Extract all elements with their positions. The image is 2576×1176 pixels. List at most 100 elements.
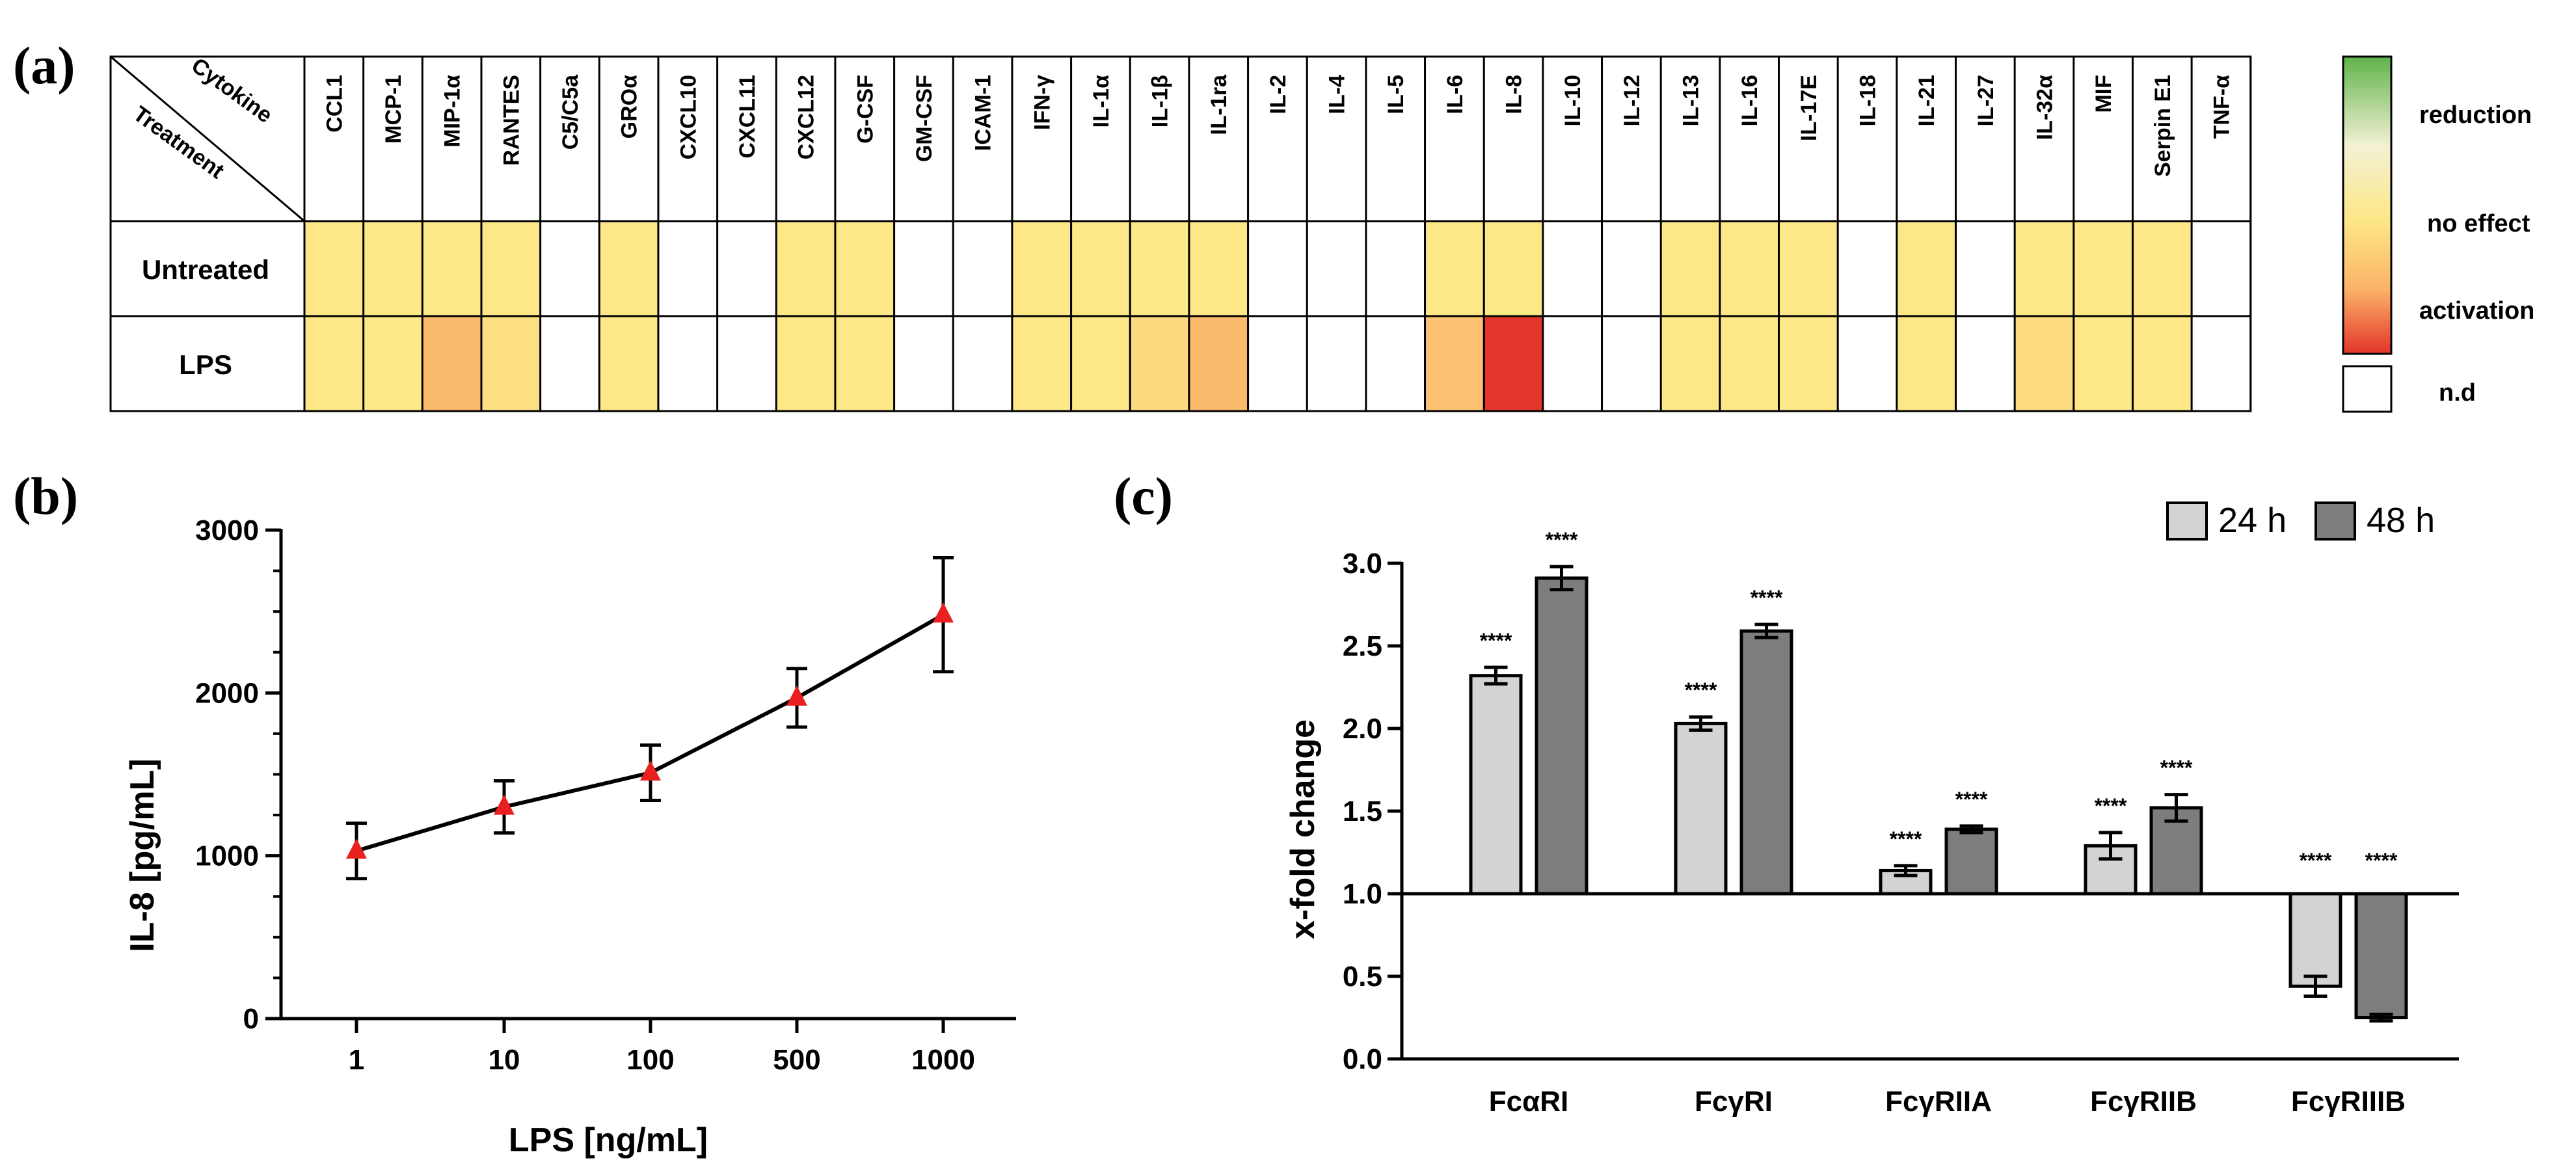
panel-b-letter: (b): [13, 466, 78, 526]
heatmap-column-headers: CCL1 MCP-1 MIP-1α RANTES C5/C5a GROα CXCL10 CXC…: [322, 74, 2234, 177]
heatmap-cell-lps-9: [835, 316, 894, 411]
bar-category-label-0: FcαRI: [1489, 1086, 1568, 1117]
line-series: [356, 613, 945, 853]
heatmap-cell-lps-30: [2073, 316, 2133, 411]
heatmap-cell-untreated-14: [1130, 221, 1189, 316]
heatmap-cell-lps-23: [1661, 316, 1720, 411]
heatmap-col-header-28: IL-27: [1974, 75, 1998, 126]
heatmap-cell-lps-27: [1896, 316, 1956, 411]
heatmap-col-header-5: GROα: [617, 75, 642, 139]
heatmap-cell-untreated-32: [2192, 221, 2251, 316]
bar-significance-1-0: ****: [1685, 678, 1717, 702]
heatmap-cell-lps-19: [1425, 316, 1484, 411]
bar-0-series-0: [1469, 674, 1523, 896]
line-marker-4: [933, 602, 954, 623]
heatmap-cell-lps-4: [540, 316, 600, 411]
panel-b-line-chart: (b) 0 1000 2000 3000 1 10 100 500 1000 IL-8 [pg/…: [13, 466, 1016, 1159]
heatmap-cell-untreated-11: [953, 221, 1012, 316]
heatmap-cell-lps-3: [481, 316, 541, 411]
heatmap-cell-untreated-31: [2132, 221, 2192, 316]
bar-significance-3-0: ****: [2095, 794, 2127, 818]
heatmap-cell-untreated-9: [835, 221, 894, 316]
panel-a-heatmap: (a) CCL1 MCP-1 MIP-1α RANTES C5/C5a GROα CXCL1…: [13, 36, 2534, 413]
bar-category-label-2: FcγRIIA: [1885, 1086, 1992, 1117]
heatmap-col-header-1: MCP-1: [381, 75, 406, 144]
heatmap-cell-untreated-3: [481, 221, 541, 316]
heatmap-cell-untreated-0: [304, 221, 364, 316]
bar-plot: **** **** **** **** **** **** **** **** **** ****: [1402, 528, 2459, 1023]
heatmap-col-header-12: IFN-γ: [1030, 75, 1054, 130]
bar-significance-1-1: ****: [1751, 586, 1783, 609]
heatmap-col-header-25: IL-17E: [1797, 75, 1821, 141]
line-x-tick-label-4: 1000: [911, 1044, 975, 1076]
heatmap-col-header-15: IL-1ra: [1207, 74, 1231, 135]
heatmap-cell-untreated-23: [1661, 221, 1720, 316]
line-y-tick-label-3: 3000: [195, 514, 259, 546]
line-plot: [346, 556, 954, 881]
legend-48h-swatch: [2314, 501, 2356, 541]
heatmap-cell-untreated-2: [422, 221, 481, 316]
heatmap-cell-lps-6: [658, 316, 718, 411]
line-marker-2: [640, 760, 661, 781]
heatmap-cell-lps-1: [363, 316, 423, 411]
bar-2-series-1: [1944, 827, 1998, 896]
heatmap-col-header-6: CXCL10: [676, 75, 701, 159]
heatmap-cell-lps-21: [1542, 316, 1602, 411]
bar-y-tick-label-2: 1.0: [1343, 878, 1382, 910]
heatmap-cell-untreated-30: [2073, 221, 2133, 316]
bar-significance-2-0: ****: [1890, 827, 1922, 851]
heatmap-cell-untreated-6: [658, 221, 718, 316]
heatmap-cell-untreated-17: [1307, 221, 1366, 316]
legend-reduction: reduction: [2419, 101, 2532, 129]
bar-y-tick-label-6: 3.0: [1343, 548, 1382, 580]
heatmap-corner-diagonal: [110, 55, 305, 222]
line-marker-0: [346, 838, 367, 859]
bar-1-series-1: [1739, 629, 1793, 896]
bar-significance-0-1: ****: [1546, 528, 1578, 552]
heatmap-col-header-17: IL-4: [1325, 75, 1350, 114]
heatmap-cell-lps-22: [1602, 316, 1661, 411]
bar-significance-4-0: ****: [2300, 849, 2332, 872]
heatmap-cell-untreated-15: [1188, 221, 1248, 316]
heatmap-cell-lps-0: [304, 316, 364, 411]
bar-category-label-3: FcγRIIB: [2090, 1086, 2197, 1117]
heatmap-cell-untreated-28: [1955, 221, 2015, 316]
line-y-tick-label-0: 0: [243, 1003, 259, 1035]
heatmap-cell-lps-29: [2015, 316, 2074, 411]
bar-y-tick-label-5: 2.5: [1343, 630, 1382, 662]
heatmap-cell-untreated-13: [1071, 221, 1131, 316]
legend-activation: activation: [2419, 297, 2534, 325]
heatmap-cell-untreated-1: [363, 221, 423, 316]
heatmap-cell-untreated-10: [894, 221, 954, 316]
bar-significance-2-1: ****: [1955, 788, 1988, 811]
heatmap-col-header-3: RANTES: [499, 75, 524, 166]
heatmap-cell-lps-12: [1012, 316, 1071, 411]
bar-4-series-0: [2288, 892, 2342, 988]
bar-4-series-1: [2354, 892, 2408, 1019]
legend-nd: n.d: [2439, 379, 2476, 407]
heatmap-col-header-29: IL-32α: [2032, 75, 2057, 140]
bar-category-label-4: FcγRIIIB: [2291, 1086, 2406, 1117]
heatmap-col-header-23: IL-13: [1679, 75, 1704, 126]
heatmap-col-header-10: GM-CSF: [912, 75, 937, 162]
heatmap-col-header-2: MIP-1α: [440, 75, 465, 148]
heatmap-cell-untreated-27: [1896, 221, 1956, 316]
heatmap-cell-untreated-21: [1542, 221, 1602, 316]
heatmap-col-header-27: IL-21: [1914, 75, 1939, 126]
heatmap-col-header-4: C5/C5a: [558, 74, 583, 150]
heatmap-col-header-24: IL-16: [1737, 75, 1762, 126]
heatmap-cell-lps-13: [1071, 316, 1131, 411]
heatmap-col-header-30: MIF: [2091, 75, 2116, 113]
heatmap-cell-untreated-24: [1719, 221, 1779, 316]
bar-category-label-1: FcγRI: [1695, 1086, 1773, 1117]
bar-0-series-1: [1535, 576, 1589, 896]
heatmap-col-header-8: CXCL12: [794, 75, 819, 159]
heatmap-cell-lps-18: [1365, 316, 1425, 411]
bar-axes: 0.0 0.5 1.0 1.5 2.0 2.5 3.0 FcαRI FcγRI FcγRIIA Fc…: [1343, 548, 2459, 1117]
bar-y-tick-label-1: 0.5: [1343, 961, 1382, 993]
heatmap-col-header-16: IL-2: [1266, 75, 1291, 114]
panel-a-letter: (a): [13, 36, 75, 95]
heatmap-cells: [304, 221, 2251, 411]
line-y-axis-label: IL-8 [pg/mL]: [124, 758, 161, 952]
